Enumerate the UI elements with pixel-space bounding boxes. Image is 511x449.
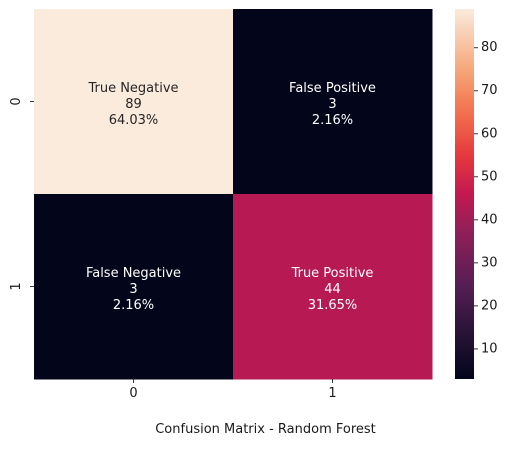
colorbar: 10 20 30 40 50 60 70 80 — [455, 9, 498, 379]
colorbar-tick-label: 10 — [481, 341, 498, 356]
colorbar-tick-label: 50 — [481, 169, 498, 184]
colorbar-tick-label: 20 — [481, 298, 498, 313]
colorbar-tick-label: 40 — [481, 212, 498, 227]
cell-percent: 31.65% — [308, 298, 358, 313]
colorbar-tick-label: 70 — [481, 83, 498, 98]
colorbar-gradient — [455, 9, 474, 379]
cell-label: True Negative — [87, 81, 178, 96]
cell-percent: 2.16% — [113, 298, 154, 313]
cell-label: False Negative — [86, 266, 181, 281]
chart-title: Confusion Matrix - Random Forest — [0, 422, 511, 437]
cell-value: 44 — [324, 282, 341, 297]
colorbar-tick-label: 30 — [481, 255, 498, 270]
cell-value: 3 — [129, 282, 137, 297]
cell-label: False Positive — [289, 81, 376, 96]
heatmap-cells — [34, 9, 433, 380]
colorbar-tick-label: 60 — [481, 126, 498, 141]
y-axis: 01 — [9, 97, 34, 290]
cell-label: True Positive — [291, 266, 374, 281]
y-tick-label: 0 — [9, 97, 24, 105]
x-tick-label: 1 — [328, 386, 336, 401]
cell-percent: 2.16% — [312, 113, 353, 128]
y-tick-label: 1 — [9, 282, 24, 290]
cell-percent: 64.03% — [109, 113, 159, 128]
colorbar-tick-label: 80 — [481, 40, 498, 55]
cell-value: 3 — [328, 97, 336, 112]
x-tick-label: 0 — [129, 386, 137, 401]
cell-value: 89 — [125, 97, 142, 112]
